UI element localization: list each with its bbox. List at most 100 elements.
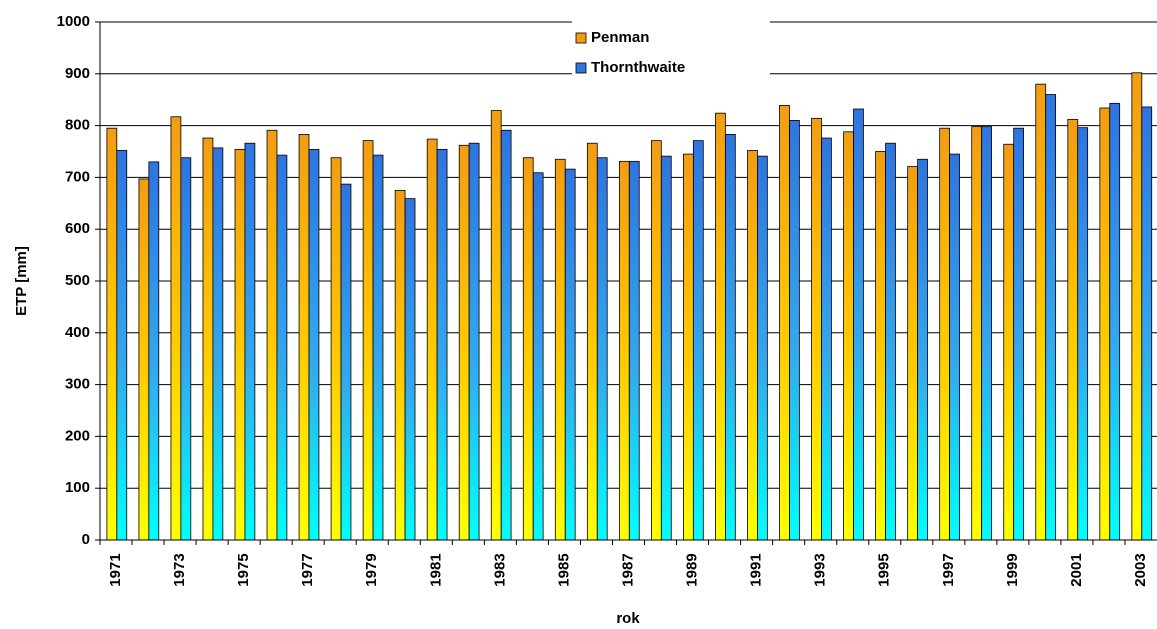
x-tick-label: 1991 xyxy=(748,553,765,586)
x-tick-label: 1971 xyxy=(107,553,124,586)
x-tick-label: 1989 xyxy=(684,553,701,586)
bar xyxy=(907,166,918,541)
bar xyxy=(939,127,951,541)
bar xyxy=(1013,127,1024,541)
legend-label: Penman xyxy=(591,29,649,46)
bar xyxy=(651,140,662,541)
bar xyxy=(554,158,566,541)
bar xyxy=(404,198,416,541)
bar xyxy=(971,126,983,541)
bar xyxy=(266,129,278,541)
y-tick-label: 200 xyxy=(65,427,90,444)
bar xyxy=(692,140,704,541)
bar xyxy=(180,157,192,541)
bar xyxy=(234,149,246,541)
bar xyxy=(212,147,224,541)
bar xyxy=(660,155,672,541)
bar xyxy=(628,160,640,541)
bar xyxy=(1109,102,1121,541)
bar xyxy=(106,127,118,541)
y-tick-label: 100 xyxy=(65,479,90,496)
bar xyxy=(116,150,128,541)
bar xyxy=(1141,106,1153,541)
bar xyxy=(724,134,736,541)
bar xyxy=(596,157,608,541)
bar xyxy=(981,126,992,541)
x-tick-label: 1999 xyxy=(1004,553,1021,586)
y-tick-label: 900 xyxy=(65,65,90,82)
bar xyxy=(779,104,790,541)
bar xyxy=(436,149,448,541)
y-tick-label: 300 xyxy=(65,376,90,393)
x-axis-title: rok xyxy=(616,610,640,627)
x-tick-label: 1977 xyxy=(299,553,316,586)
legend: Penman Thornthwaite xyxy=(572,16,770,98)
bar xyxy=(490,110,502,541)
bar xyxy=(1003,143,1015,541)
bar xyxy=(949,153,960,541)
bar xyxy=(522,157,534,541)
x-tick-label: 1979 xyxy=(363,553,380,586)
bar xyxy=(715,112,726,541)
bar xyxy=(586,142,598,541)
bar xyxy=(747,150,758,541)
x-tick-label: 1997 xyxy=(940,553,957,586)
bar xyxy=(618,160,630,541)
bar xyxy=(1035,83,1047,541)
bar xyxy=(843,131,854,541)
bar xyxy=(1131,72,1143,541)
bar xyxy=(757,155,768,541)
bar xyxy=(394,189,406,541)
x-tick-label: 1981 xyxy=(427,553,444,586)
legend-label: Thornthwaite xyxy=(591,59,685,76)
x-tick-label: 1983 xyxy=(491,553,508,586)
legend-swatch xyxy=(575,32,587,44)
bar xyxy=(202,137,214,541)
bar xyxy=(853,108,864,541)
bar xyxy=(1045,94,1057,541)
bar xyxy=(789,120,800,541)
bar xyxy=(148,161,160,541)
bar xyxy=(1067,118,1079,541)
bar xyxy=(330,157,342,541)
bar xyxy=(426,138,438,541)
bar xyxy=(875,151,886,541)
bar xyxy=(308,149,320,541)
bar xyxy=(468,142,480,541)
bar xyxy=(811,117,822,541)
legend-swatch xyxy=(575,62,587,74)
bar xyxy=(138,178,150,541)
x-tick-label: 1993 xyxy=(812,553,829,586)
y-tick-label: 600 xyxy=(65,220,90,237)
bar xyxy=(458,144,470,541)
x-tick-label: 2001 xyxy=(1068,553,1085,586)
x-tick-label: 1985 xyxy=(555,553,572,586)
y-tick-label: 0 xyxy=(82,531,90,548)
bar xyxy=(372,154,384,541)
bar xyxy=(500,129,512,541)
x-tick-label: 1975 xyxy=(235,553,252,586)
bar xyxy=(170,116,182,541)
y-tick-label: 700 xyxy=(65,168,90,185)
bar xyxy=(362,140,374,541)
x-tick-label: 2003 xyxy=(1132,553,1149,586)
bar xyxy=(276,154,288,541)
bar xyxy=(532,172,544,541)
bar xyxy=(683,153,694,541)
bar xyxy=(340,183,352,541)
x-tick-label: 1987 xyxy=(619,553,636,586)
bar xyxy=(885,142,896,541)
legend-box xyxy=(572,16,770,98)
y-tick-label: 800 xyxy=(65,117,90,134)
bar xyxy=(1099,107,1111,541)
y-axis-title: ETP [mm] xyxy=(13,246,30,316)
bar xyxy=(244,142,256,541)
bar xyxy=(564,168,576,541)
bar xyxy=(917,158,928,541)
y-tick-label: 400 xyxy=(65,324,90,341)
x-tick-label: 1995 xyxy=(876,553,893,586)
bar xyxy=(298,134,310,541)
x-tick-label: 1973 xyxy=(171,553,188,586)
y-tick-label: 1000 xyxy=(57,13,90,30)
